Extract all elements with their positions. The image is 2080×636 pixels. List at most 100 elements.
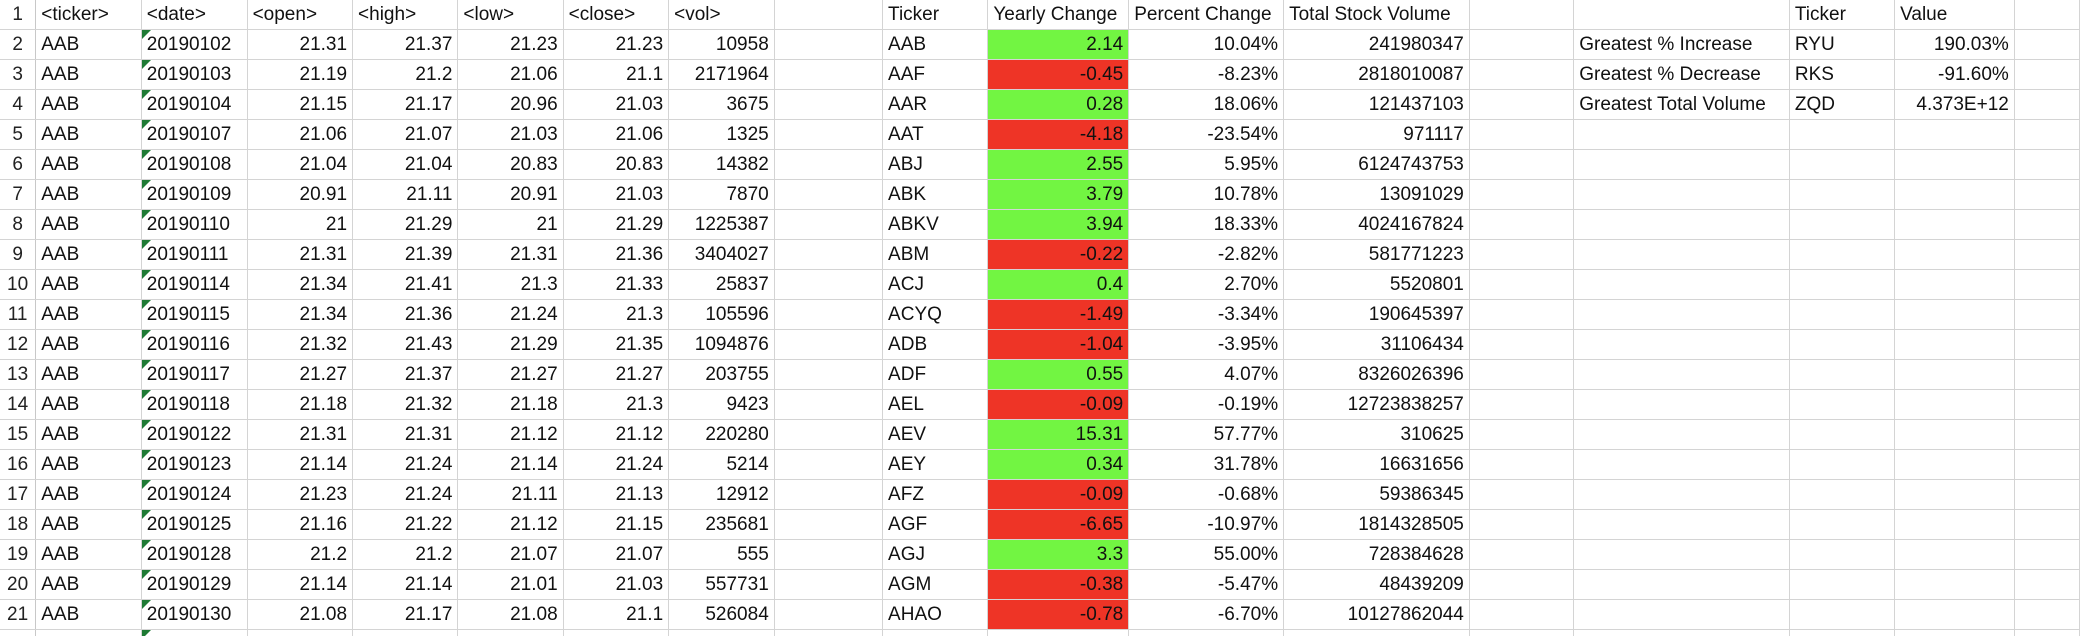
greatest-label[interactable] xyxy=(1573,299,1790,330)
summary-total-volume[interactable]: 59386345 xyxy=(1283,479,1470,510)
summary-yearly-change[interactable]: 0.34 xyxy=(987,449,1130,480)
empty-cell[interactable] xyxy=(774,329,884,360)
cell-date[interactable]: 20190116 xyxy=(141,329,248,360)
cell-vol[interactable]: 203755 xyxy=(668,359,775,390)
greatest-ticker[interactable] xyxy=(1789,239,1896,270)
empty-cell[interactable] xyxy=(2014,539,2080,570)
greatest-label[interactable]: Greatest % Increase xyxy=(1573,29,1790,60)
greatest-value[interactable] xyxy=(1894,299,2015,330)
cell-ticker[interactable]: AAB xyxy=(35,269,142,300)
cell-high[interactable]: 21.2 xyxy=(352,539,459,570)
summary-total-volume[interactable]: 31106434 xyxy=(1283,329,1470,360)
cell-vol[interactable]: 10958 xyxy=(668,29,775,60)
cell-open[interactable]: 20.91 xyxy=(247,179,354,210)
summary-yearly-change[interactable]: -6.65 xyxy=(987,509,1130,540)
cell-high[interactable]: 21.17 xyxy=(352,89,459,120)
greatest-label[interactable] xyxy=(1573,149,1790,180)
empty-cell[interactable] xyxy=(774,629,884,636)
greatest-ticker[interactable] xyxy=(1789,509,1896,540)
cell-ticker[interactable]: AAB xyxy=(35,149,142,180)
cell-high[interactable]: 21.29 xyxy=(352,209,459,240)
cell-date[interactable]: 20190111 xyxy=(141,239,248,270)
cell-close[interactable]: 21.1 xyxy=(563,599,670,630)
row-number[interactable]: 17 xyxy=(0,479,37,510)
row-number[interactable]: 18 xyxy=(0,509,37,540)
cell-close[interactable]: 21.3 xyxy=(563,389,670,420)
summary-ticker[interactable]: AEV xyxy=(882,419,989,450)
cell-date[interactable]: 20190128 xyxy=(141,539,248,570)
cell-close[interactable]: 21.3 xyxy=(563,299,670,330)
empty-cell[interactable] xyxy=(2014,0,2080,30)
empty-cell[interactable] xyxy=(1469,359,1575,390)
empty-cell[interactable] xyxy=(774,479,884,510)
summary-yearly-change[interactable]: 0.55 xyxy=(987,359,1130,390)
greatest-value[interactable] xyxy=(1894,149,2015,180)
empty-cell[interactable] xyxy=(1469,239,1575,270)
empty-cell[interactable] xyxy=(774,269,884,300)
empty-cell[interactable] xyxy=(2014,569,2080,600)
summary-ticker[interactable]: AAB xyxy=(882,29,989,60)
summary-ticker[interactable]: AEY xyxy=(882,449,989,480)
empty-cell[interactable] xyxy=(1469,599,1575,630)
cell-low[interactable]: 21.3 xyxy=(457,269,564,300)
summary-percent-change[interactable]: -0.19% xyxy=(1128,389,1285,420)
cell-ticker[interactable]: AAB xyxy=(35,419,142,450)
empty-cell[interactable] xyxy=(2014,599,2080,630)
summary-header-total-volume[interactable]: Total Stock Volume xyxy=(1283,0,1470,30)
empty-cell[interactable] xyxy=(2014,449,2080,480)
cell-vol[interactable]: 1325 xyxy=(668,119,775,150)
cell-high[interactable]: 21.11 xyxy=(352,179,459,210)
greatest-label[interactable] xyxy=(1573,389,1790,420)
empty-cell[interactable] xyxy=(1469,0,1575,30)
cell-close[interactable]: 21.13 xyxy=(563,479,670,510)
greatest-value[interactable] xyxy=(1894,329,2015,360)
greatest-value[interactable]: 4.373E+12 xyxy=(1894,89,2015,120)
empty-cell[interactable] xyxy=(1469,89,1575,120)
empty-cell[interactable] xyxy=(563,629,670,636)
summary-yearly-change[interactable]: -4.18 xyxy=(987,119,1130,150)
empty-cell[interactable] xyxy=(2014,119,2080,150)
empty-cell[interactable] xyxy=(1469,119,1575,150)
summary-total-volume[interactable]: 6124743753 xyxy=(1283,149,1470,180)
empty-cell[interactable] xyxy=(2014,329,2080,360)
cell-open[interactable]: 21.34 xyxy=(247,299,354,330)
summary-total-volume[interactable]: 310625 xyxy=(1283,419,1470,450)
summary-yearly-change[interactable]: -0.38 xyxy=(987,569,1130,600)
greatest-value[interactable] xyxy=(1894,239,2015,270)
col-header-open[interactable]: <open> xyxy=(247,0,354,30)
cell-low[interactable]: 21.27 xyxy=(457,359,564,390)
summary-ticker[interactable]: ACJ xyxy=(882,269,989,300)
cell-open[interactable]: 21.18 xyxy=(247,389,354,420)
empty-cell[interactable] xyxy=(1283,629,1470,636)
cell-close[interactable]: 21.27 xyxy=(563,359,670,390)
greatest-label[interactable]: Greatest Total Volume xyxy=(1573,89,1790,120)
summary-total-volume[interactable]: 8326026396 xyxy=(1283,359,1470,390)
cell-high[interactable]: 21.37 xyxy=(352,29,459,60)
cell-high[interactable]: 21.31 xyxy=(352,419,459,450)
empty-cell[interactable] xyxy=(1469,29,1575,60)
empty-cell[interactable] xyxy=(1469,209,1575,240)
cell-close[interactable]: 20.83 xyxy=(563,149,670,180)
cell-open[interactable]: 21.06 xyxy=(247,119,354,150)
cell-vol[interactable]: 12912 xyxy=(668,479,775,510)
empty-cell[interactable] xyxy=(774,239,884,270)
greatest-label[interactable] xyxy=(1573,509,1790,540)
cell-low[interactable]: 21.11 xyxy=(457,479,564,510)
cell-ticker[interactable]: AAB xyxy=(35,599,142,630)
greatest-label[interactable] xyxy=(1573,569,1790,600)
empty-cell[interactable] xyxy=(1469,269,1575,300)
empty-cell[interactable] xyxy=(1789,629,1896,636)
cell-vol[interactable]: 3404027 xyxy=(668,239,775,270)
cell-high[interactable]: 21.22 xyxy=(352,509,459,540)
cell-low[interactable]: 21.12 xyxy=(457,419,564,450)
summary-yearly-change[interactable]: -1.04 xyxy=(987,329,1130,360)
cell-high[interactable]: 21.32 xyxy=(352,389,459,420)
summary-percent-change[interactable]: -10.97% xyxy=(1128,509,1285,540)
cell-date[interactable]: 20190118 xyxy=(141,389,248,420)
summary-header-percent-change[interactable]: Percent Change xyxy=(1128,0,1285,30)
cell-close[interactable]: 21.1 xyxy=(563,59,670,90)
cell-vol[interactable]: 555 xyxy=(668,539,775,570)
empty-cell[interactable] xyxy=(1469,329,1575,360)
cell-low[interactable]: 21.29 xyxy=(457,329,564,360)
greatest-ticker[interactable] xyxy=(1789,269,1896,300)
